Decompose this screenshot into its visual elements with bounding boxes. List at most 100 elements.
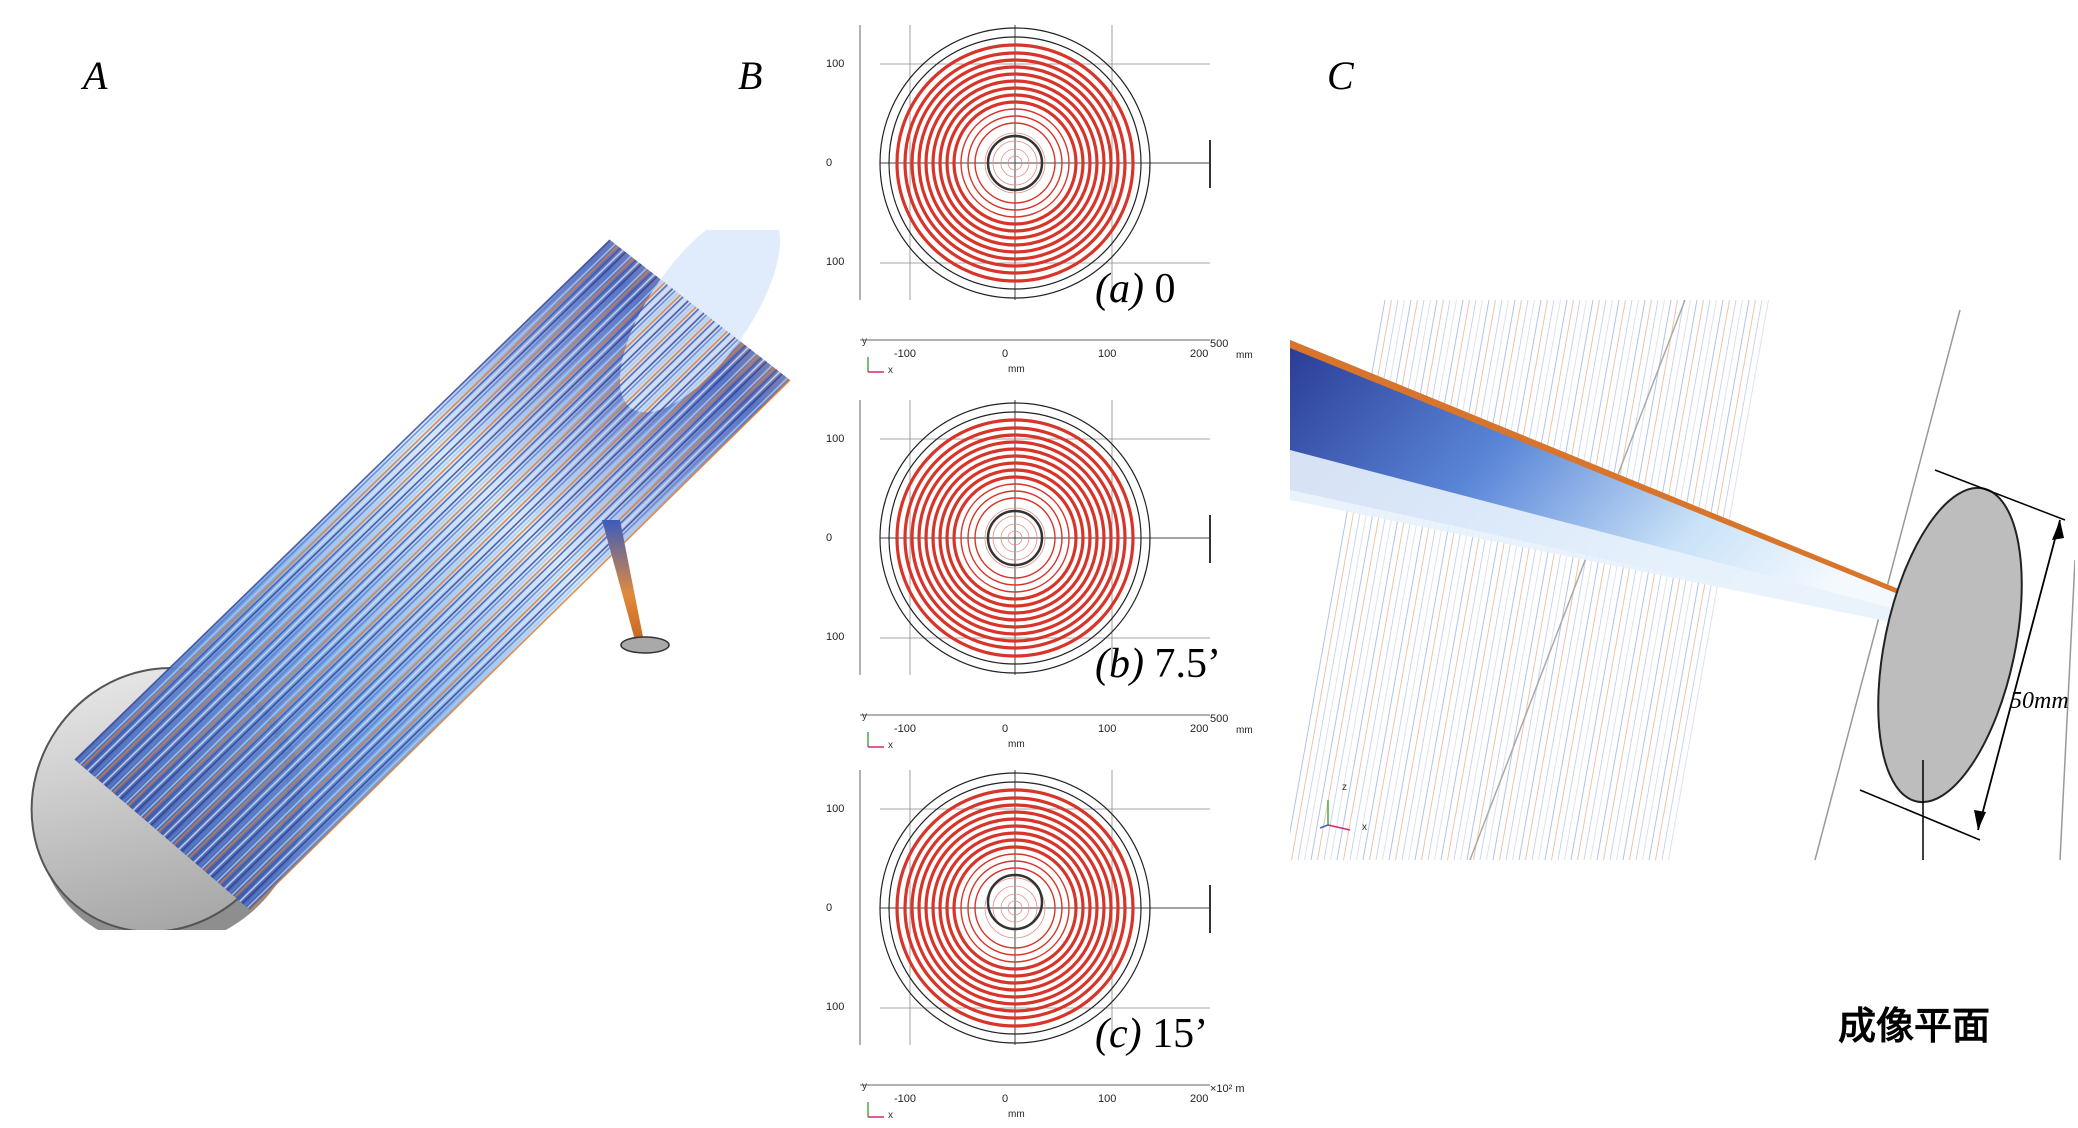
- inner-ring: [1007, 155, 1023, 171]
- spot-caption: (a) 0: [1095, 265, 1175, 313]
- spot-ring: [967, 115, 1063, 211]
- panel-letter-a: A: [83, 53, 108, 98]
- background-ray: [1486, 300, 1587, 860]
- background-ray: [1466, 300, 1568, 860]
- spot-ring: [952, 475, 1078, 601]
- spot-diagram-2: 100 0 100 -100 0 100 200 500 mm mm y x (b) 7.5’: [810, 395, 1270, 751]
- corner-tick-label: 500: [1210, 713, 1229, 725]
- inner-ring: [1000, 893, 1030, 923]
- ray-line: [135, 288, 674, 813]
- background-ray: [1440, 300, 1542, 860]
- inner-ring: [1000, 148, 1030, 178]
- background-ray: [1616, 300, 1717, 860]
- ray-line: [196, 336, 736, 865]
- spot-ring: [903, 796, 1127, 1020]
- spot-ring: [910, 803, 1120, 1013]
- background-ray: [1375, 300, 1477, 860]
- dim-ext-bottom: [1859, 789, 1981, 841]
- focus-cone: [602, 520, 644, 644]
- x-tick-label: 100: [1098, 723, 1117, 735]
- ray-line: [170, 316, 710, 844]
- ray-line: [183, 326, 723, 855]
- ray-line: [198, 338, 739, 868]
- outer-circle: [888, 781, 1142, 1035]
- spot-ring: [945, 93, 1085, 233]
- caption-value: 15’: [1141, 1011, 1209, 1057]
- spot-ring: [938, 86, 1092, 240]
- spot-caption: (c) 15’: [1095, 1010, 1208, 1058]
- ray-line: [107, 265, 645, 789]
- ray-line: [112, 269, 650, 794]
- spot-ring: [952, 845, 1078, 971]
- obscuration-ring: [986, 134, 1044, 192]
- ray-line: [246, 377, 788, 909]
- background-ray: [1362, 300, 1464, 860]
- dim-ext-top: [1934, 469, 2066, 521]
- spot-ring: [931, 824, 1099, 992]
- background-ray: [1583, 300, 1685, 860]
- ray-line: [140, 292, 679, 818]
- ray-line: [142, 294, 681, 820]
- ray-line: [219, 355, 760, 885]
- ray-line: [120, 275, 658, 800]
- ray-line: [115, 271, 653, 796]
- spot-diagram-1: 100 0 100 -100 0 100 200 500 mm mm y x (a) 0: [810, 20, 1270, 376]
- x-unit-label: mm: [1008, 1109, 1025, 1120]
- ray-line: [87, 249, 624, 772]
- x-tick-label: 0: [1002, 723, 1009, 735]
- background-ray: [1427, 300, 1529, 860]
- ray-line: [94, 255, 632, 778]
- axis-label-x: x: [1362, 822, 1367, 833]
- background-ray: [1479, 300, 1581, 860]
- caption-value: 7.5’: [1143, 641, 1221, 687]
- y-tick-label: 0: [826, 532, 833, 544]
- y-tick-label: 100: [826, 433, 845, 445]
- background-ray: [1414, 300, 1516, 860]
- ray-line: [99, 259, 637, 783]
- background-ray: [1356, 300, 1457, 860]
- ray-line: [239, 371, 781, 902]
- obscuration-ring: [986, 873, 1044, 931]
- spot-ring: [895, 788, 1135, 1028]
- ray-line: [122, 277, 661, 802]
- ray-line: [213, 351, 755, 881]
- ray-line: [221, 357, 762, 887]
- ray-line: [229, 363, 770, 894]
- y-tick-label: 100: [826, 256, 845, 268]
- background-ray: [1453, 300, 1555, 860]
- image-plane: [1877, 486, 2023, 804]
- spot-ring: [895, 43, 1135, 283]
- dim-arrowhead-bottom: [1974, 810, 1986, 830]
- spot-ring: [974, 867, 1056, 949]
- background-ray: [1518, 300, 1620, 860]
- corner-tick-label: ×10² m: [1210, 1083, 1245, 1095]
- background-ray: [1577, 300, 1678, 860]
- x-tick-label: 100: [1098, 1093, 1117, 1105]
- corner-tick-label: 500: [1210, 338, 1229, 350]
- spot-ring: [960, 108, 1070, 218]
- ray-line: [178, 322, 718, 850]
- panel-a-telescope-raytrace: [30, 230, 791, 930]
- spot-diagram-3: 100 0 100 -100 0 100 200 ×10² m mm y x (c) 15’: [810, 765, 1270, 1121]
- x-tick-label: -100: [894, 723, 917, 735]
- outer-circle: [879, 402, 1151, 674]
- x-tick-label: 200: [1190, 1093, 1209, 1105]
- ray-line: [175, 320, 715, 848]
- unit-label: mm: [1236, 725, 1253, 736]
- ray-line: [132, 286, 671, 811]
- inner-ring: [984, 132, 1046, 194]
- background-ray: [1388, 300, 1490, 860]
- background-rays: [1290, 300, 1769, 860]
- ray-line: [188, 330, 728, 859]
- ray-line: [84, 247, 621, 770]
- ray-line: [92, 253, 629, 776]
- background-ray: [1434, 300, 1535, 860]
- ray-line: [104, 263, 642, 787]
- ray-line: [125, 280, 663, 805]
- y-tick-label: 0: [826, 157, 833, 169]
- background-ray: [1590, 300, 1691, 860]
- x-tick-label: 200: [1190, 723, 1209, 735]
- axis-label-x: x: [888, 740, 893, 751]
- background-ray: [1473, 300, 1574, 860]
- outer-circle: [888, 411, 1142, 665]
